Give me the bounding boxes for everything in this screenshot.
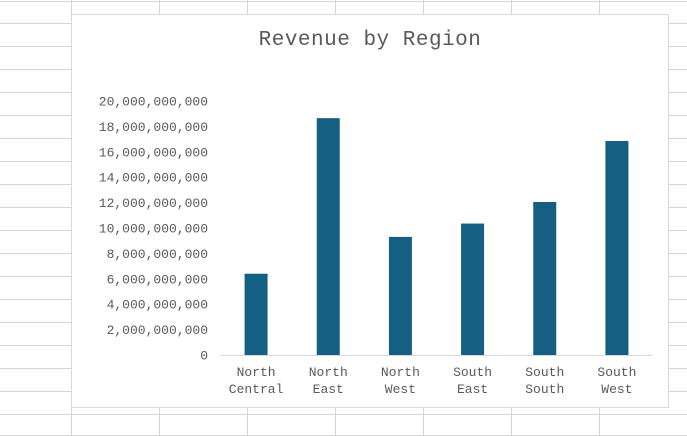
y-tick-label: 0 xyxy=(200,349,208,364)
bar[interactable] xyxy=(388,236,412,355)
bar[interactable] xyxy=(461,223,485,355)
y-tick-label: 2,000,000,000 xyxy=(107,323,208,338)
chart-title: Revenue by Region xyxy=(258,29,482,52)
y-tick-label: 8,000,000,000 xyxy=(107,247,208,262)
plot-area: 0 2,000,000,000 4,000,000,000 6,000,000,000… xyxy=(99,95,653,397)
y-tick-label: 18,000,000,000 xyxy=(99,120,208,135)
bar[interactable] xyxy=(316,118,340,356)
bar[interactable] xyxy=(533,201,557,355)
x-category-label: North East xyxy=(309,365,348,397)
y-tick-label: 12,000,000,000 xyxy=(99,196,208,211)
x-category-label: North West xyxy=(381,365,420,397)
x-category-label: South West xyxy=(597,365,636,397)
x-category-label: North Central xyxy=(229,365,284,397)
y-tick-label: 20,000,000,000 xyxy=(99,95,208,110)
bar[interactable] xyxy=(244,273,268,355)
bar[interactable] xyxy=(605,141,629,355)
chart-area[interactable]: Revenue by Region 0 2,000,000,000 4,000,00… xyxy=(71,14,669,408)
y-tick-label: 4,000,000,000 xyxy=(107,298,208,313)
x-category-label: South South xyxy=(525,365,564,397)
y-tick-label: 14,000,000,000 xyxy=(99,171,208,186)
x-category-label: South East xyxy=(453,365,492,397)
y-tick-label: 6,000,000,000 xyxy=(107,272,208,287)
y-tick-label: 10,000,000,000 xyxy=(99,222,208,237)
y-tick-label: 16,000,000,000 xyxy=(99,145,208,160)
